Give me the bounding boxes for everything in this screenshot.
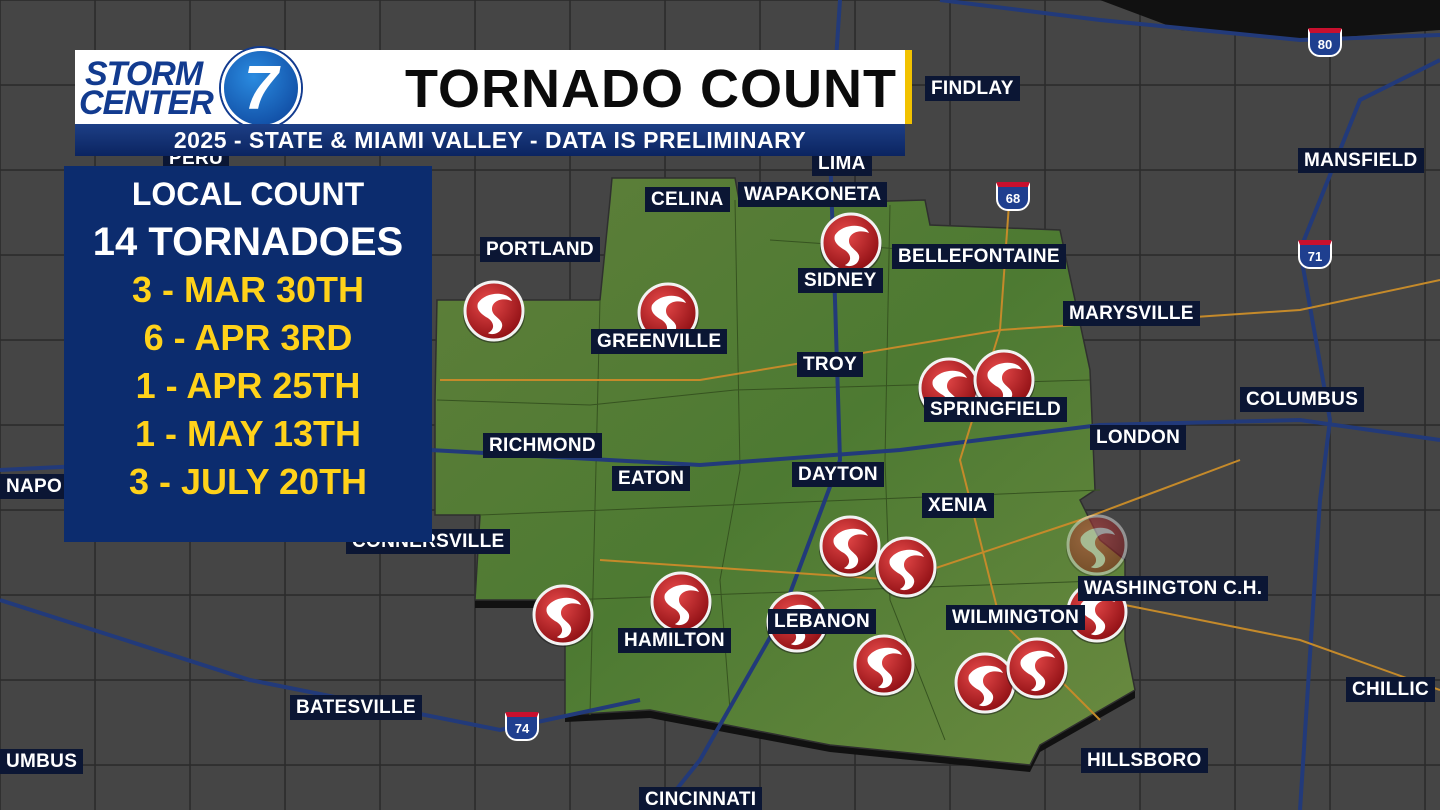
marker-part: [819, 515, 881, 577]
highway-shield: 80: [1308, 28, 1342, 57]
city-label: EATON: [612, 466, 691, 491]
marker-part: [1020, 650, 1055, 692]
marker-part: [1006, 637, 1068, 699]
highway-shield: 74: [505, 712, 539, 741]
marker-part: [651, 295, 686, 337]
city-label: UMBUS: [0, 749, 84, 774]
city-label: HAMILTON: [618, 628, 731, 653]
tornado-marker: [875, 536, 937, 599]
panel-heading: LOCAL COUNT: [131, 176, 365, 212]
marker-part: [532, 584, 594, 646]
title: TORNADO COUNT: [405, 59, 897, 119]
marker-part: [1080, 527, 1115, 569]
marker-part: [834, 225, 869, 267]
tornado-marker: [819, 515, 881, 578]
panel-entry: 1 - MAY 13TH: [134, 413, 362, 454]
city-label: MARYSVILLE: [1063, 301, 1200, 326]
highway-shield: 71: [1298, 240, 1332, 269]
highway-shield: 68: [996, 182, 1030, 211]
tornado-marker: [532, 584, 594, 647]
marker-part: [463, 280, 525, 342]
city-label: TROY: [797, 352, 863, 377]
city-label: SIDNEY: [798, 268, 883, 293]
marker-part: [875, 536, 937, 598]
marker-part: [833, 528, 868, 570]
marker-part: [477, 293, 512, 335]
tornado-marker: [1006, 637, 1068, 700]
subtitle: 2025 - STATE & MIAMI VALLEY - DATA IS PR…: [75, 124, 905, 156]
region-county-lines: [436, 199, 1126, 741]
marker-part: [987, 362, 1022, 404]
city-label: XENIA: [922, 493, 994, 518]
city-label: RICHMOND: [483, 433, 602, 458]
panel-entry: 1 - APR 25TH: [135, 365, 361, 406]
title-bar: STORM CENTER 7 TORNADO COUNT: [75, 48, 912, 128]
logo-text: STORM: [85, 55, 203, 93]
marker-part: [932, 370, 967, 412]
city-label: PORTLAND: [480, 237, 600, 262]
city-label: MANSFIELD: [1298, 148, 1424, 173]
tornado-marker: [463, 280, 525, 343]
tornado-marker: [1066, 514, 1128, 577]
city-label: NAPO: [0, 474, 69, 499]
city-label: CINCINNATI: [639, 787, 763, 810]
city-label: HILLSBORO: [1081, 748, 1208, 773]
panel-entry: 3 - JULY 20TH: [128, 461, 368, 502]
city-label: CELINA: [645, 187, 730, 212]
city-label: WAPAKONETA: [738, 182, 888, 207]
city-label: WILMINGTON: [946, 605, 1086, 630]
panel-entry: 3 - MAR 30TH: [131, 269, 365, 310]
marker-part: [889, 549, 924, 591]
panel-total: 14 TORNADOES: [92, 220, 404, 264]
marker-part: [1066, 514, 1128, 576]
city-label: LEBANON: [768, 609, 877, 634]
marker-part: [1080, 594, 1115, 636]
tornado-marker: [820, 212, 882, 275]
marker-part: [867, 647, 902, 689]
city-label: GREENVILLE: [591, 329, 728, 354]
logo-badge: 7: [221, 48, 301, 128]
marker-part: [664, 584, 699, 626]
city-label: LONDON: [1090, 425, 1187, 450]
city-label: WASHINGTON C.H.: [1078, 576, 1269, 601]
city-label: FINDLAY: [925, 76, 1020, 101]
marker-part: [853, 634, 915, 696]
count-panel: LOCAL COUNT 14 TORNADOES 3 - MAR 30TH 6 …: [64, 166, 432, 542]
marker-part: [968, 665, 1003, 707]
logo-text: CENTER: [79, 84, 214, 122]
city-label: BELLEFONTAINE: [892, 244, 1066, 269]
city-label: DAYTON: [792, 462, 884, 487]
city-label: COLUMBUS: [1240, 387, 1365, 412]
tornado-marker: [853, 634, 915, 697]
city-label: SPRINGFIELD: [924, 397, 1068, 422]
panel-entry: 6 - APR 3RD: [143, 317, 353, 358]
tornado-marker: [954, 652, 1016, 715]
marker-part: [546, 597, 581, 639]
city-label: BATESVILLE: [290, 695, 422, 720]
city-label: CHILLIC: [1346, 677, 1436, 702]
tornado-marker: [650, 571, 712, 634]
